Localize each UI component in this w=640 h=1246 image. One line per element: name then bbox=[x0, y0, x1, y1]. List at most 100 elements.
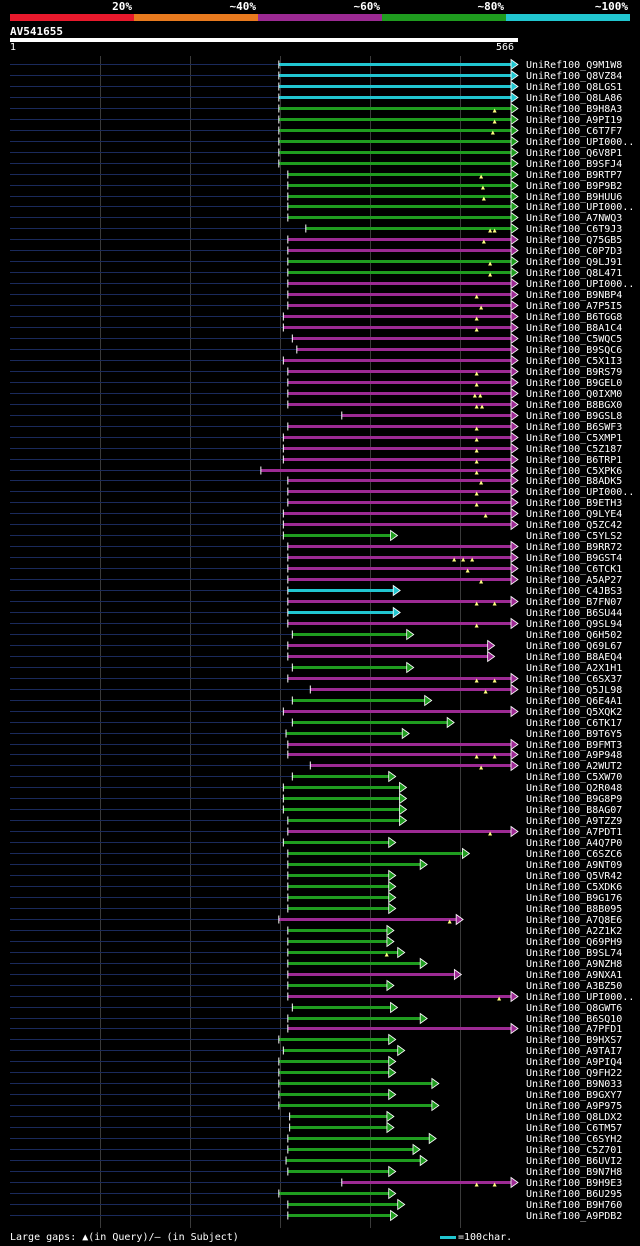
hit-label: UniRef100_B9SL74 bbox=[526, 948, 622, 959]
hit-arrow bbox=[510, 1022, 519, 1035]
query-gap-marker bbox=[474, 327, 479, 332]
hit-arrow bbox=[510, 376, 519, 389]
hit-label: UniRef100_B9GST4 bbox=[526, 553, 622, 564]
legend-label: 20% bbox=[112, 0, 132, 13]
hit-label: UniRef100_Q0IXM0 bbox=[526, 389, 622, 400]
hit-arrow bbox=[510, 190, 519, 203]
hit-arrow bbox=[510, 91, 519, 104]
hit-arrow bbox=[390, 1001, 399, 1014]
ruler-end: 566 bbox=[496, 42, 515, 53]
hit-label: UniRef100_C5XDK6 bbox=[526, 882, 622, 893]
hit-arrow bbox=[510, 496, 519, 509]
hit-label: UniRef100_Q6V8P1 bbox=[526, 148, 622, 159]
hit-label: UniRef100_B6UVI2 bbox=[526, 1156, 622, 1167]
hit-arrow bbox=[510, 200, 519, 213]
query-gap-marker bbox=[474, 1182, 479, 1187]
query-gap-marker bbox=[481, 239, 486, 244]
hit-label: UniRef100_A2Z1K2 bbox=[526, 926, 622, 937]
hit-label: UniRef100_B8AG07 bbox=[526, 805, 622, 816]
legend-label: ~60% bbox=[353, 0, 381, 13]
query-gap-marker bbox=[474, 382, 479, 387]
legend-swatch bbox=[258, 14, 382, 21]
hit-label: UniRef100_Q8LGS1 bbox=[526, 82, 622, 93]
query-gap-marker bbox=[492, 119, 497, 124]
query-gap-marker bbox=[474, 371, 479, 376]
hit-arrow bbox=[510, 442, 519, 455]
hit-label: UniRef100_A9NXA1 bbox=[526, 970, 622, 981]
hit-label: UniRef100_Q2R048 bbox=[526, 783, 622, 794]
hit-label: UniRef100_C6TM57 bbox=[526, 1123, 622, 1134]
hit-label: UniRef100_C4JBS3 bbox=[526, 586, 622, 597]
query-gap-marker bbox=[474, 448, 479, 453]
hit-arrow bbox=[388, 1033, 397, 1046]
hit-label: UniRef100_Q69L67 bbox=[526, 641, 622, 652]
hit-label: UniRef100_A9PDB2 bbox=[526, 1211, 622, 1222]
hit-arrow bbox=[453, 968, 463, 981]
query-gap-marker bbox=[480, 185, 485, 190]
hit-label: UniRef100_B9HUU6 bbox=[526, 192, 622, 203]
query-gap-marker bbox=[474, 678, 479, 683]
hit-label: UniRef100_B7FN07 bbox=[526, 597, 622, 608]
hit-label: UniRef100_UPI000.. bbox=[526, 279, 634, 290]
legend-label: ~40% bbox=[229, 0, 257, 13]
hit-label: UniRef100_C6TCK1 bbox=[526, 564, 622, 575]
hit-arrow bbox=[510, 222, 519, 235]
query-gap-marker bbox=[465, 568, 470, 573]
hit-arrow bbox=[510, 69, 519, 82]
hit-arrow bbox=[388, 1066, 397, 1079]
hit-arrow bbox=[388, 880, 397, 893]
hit-label: UniRef100_A9PIQ4 bbox=[526, 1057, 622, 1068]
hit-arrow bbox=[510, 299, 519, 312]
query-gap-marker bbox=[470, 557, 475, 562]
hit-arrow bbox=[510, 354, 519, 367]
hit-label: UniRef100_UPI000.. bbox=[526, 137, 634, 148]
hit-arrow bbox=[388, 1187, 397, 1200]
hit-label: UniRef100_B8BGX0 bbox=[526, 400, 622, 411]
hit-arrow bbox=[419, 1154, 428, 1167]
hit-arrow bbox=[386, 924, 395, 937]
hit-arrow bbox=[401, 727, 410, 740]
hit-label: UniRef100_B9NBP4 bbox=[526, 290, 622, 301]
hit-label: UniRef100_B9G176 bbox=[526, 893, 622, 904]
hit-arrow bbox=[386, 1110, 395, 1123]
hit-arrow bbox=[510, 310, 519, 323]
hit-label: UniRef100_Q75GB5 bbox=[526, 235, 622, 246]
hit-label: UniRef100_C5XMP1 bbox=[526, 433, 622, 444]
query-gap-marker bbox=[474, 404, 479, 409]
legend-swatch bbox=[10, 14, 134, 21]
hit-arrow bbox=[510, 551, 519, 564]
hit-label: UniRef100_C5XW70 bbox=[526, 772, 622, 783]
hit-arrow bbox=[510, 365, 519, 378]
hit-label: UniRef100_A4Q7P0 bbox=[526, 838, 622, 849]
hit-arrow bbox=[399, 814, 408, 827]
hit-arrow bbox=[397, 1198, 406, 1211]
hit-label: UniRef100_B8ADK5 bbox=[526, 476, 622, 487]
hit-label: UniRef100_B9N7H8 bbox=[526, 1167, 622, 1178]
hit-arrow bbox=[510, 135, 519, 148]
hit-arrow bbox=[388, 836, 397, 849]
hit-arrow bbox=[388, 902, 397, 915]
legend-label: ~80% bbox=[477, 0, 505, 13]
hit-arrow bbox=[510, 683, 519, 696]
hit-label: UniRef100_Q8LA86 bbox=[526, 93, 622, 104]
hit-arrow bbox=[388, 1088, 397, 1101]
hit-arrow bbox=[510, 233, 519, 246]
hit-label: UniRef100_A7PDT1 bbox=[526, 827, 622, 838]
hit-label: UniRef100_C6SX37 bbox=[526, 674, 622, 685]
hit-label: UniRef100_Q9LJ91 bbox=[526, 257, 622, 268]
hit-arrow bbox=[510, 244, 519, 257]
hit-arrow bbox=[510, 332, 519, 345]
hit-label: UniRef100_C6SZC6 bbox=[526, 849, 622, 860]
hit-label: UniRef100_B6TGG8 bbox=[526, 312, 622, 323]
scale-swatch bbox=[440, 1235, 456, 1239]
legend-swatch bbox=[382, 14, 506, 21]
hit-label: UniRef100_B9RTP7 bbox=[526, 170, 622, 181]
query-gap-marker bbox=[474, 491, 479, 496]
hit-arrow bbox=[455, 913, 464, 926]
hit-arrow bbox=[510, 157, 519, 170]
hit-arrow bbox=[419, 1012, 428, 1025]
query-gap-marker bbox=[479, 305, 484, 310]
hit-arrow bbox=[390, 1209, 399, 1222]
hit-label: UniRef100_Q5XQK2 bbox=[526, 707, 622, 718]
